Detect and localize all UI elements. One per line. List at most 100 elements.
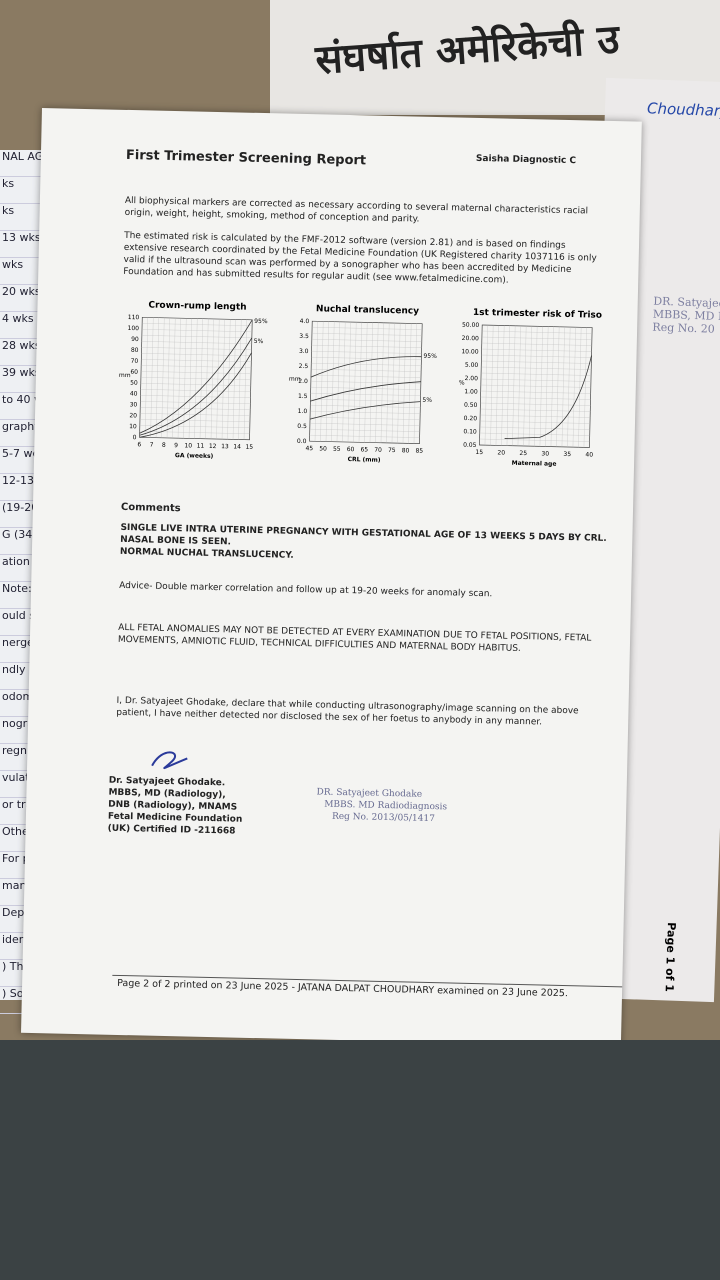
y-tick-label: 0.20 [464, 415, 478, 422]
y-tick-label: 20.00 [462, 335, 480, 342]
grid-line [140, 413, 251, 416]
background-cloth [0, 1040, 720, 1280]
grid-line [140, 401, 251, 404]
y-tick-label: 110 [128, 314, 140, 321]
grid-line [205, 318, 209, 439]
x-tick-label: 9 [174, 442, 178, 449]
x-tick-label: 55 [333, 446, 341, 453]
left-page-line: 39 wks [0, 366, 60, 393]
reference-curve [309, 401, 421, 420]
x-tick-label: 85 [415, 448, 423, 455]
x-tick-label: 70 [374, 447, 382, 454]
left-page-line: ks [0, 177, 60, 204]
grid-line [550, 326, 554, 447]
x-tick-label: 8 [162, 442, 166, 449]
y-tick-label: 100 [127, 325, 139, 332]
y-tick-label: 1.00 [464, 388, 478, 395]
y-tick-label: 70 [131, 358, 139, 365]
grid-line [539, 326, 543, 447]
x-tick-label: 45 [305, 445, 313, 452]
grid-line [408, 323, 412, 444]
percentile-label: 5% [254, 338, 264, 345]
y-tick-label: 40 [130, 390, 138, 397]
findings: SINGLE LIVE INTRA UTERINE PREGNANCY WITH… [120, 522, 611, 569]
chart-title: Crown-rump length [148, 300, 246, 312]
grid-line [561, 326, 565, 447]
chart-title: 1st trimester risk of Triso [473, 308, 602, 321]
reference-curve [310, 381, 421, 402]
y-tick-label: 3.5 [299, 333, 309, 340]
grid-line [140, 389, 251, 392]
percentile-label: 5% [422, 397, 432, 404]
grid-line [139, 419, 250, 422]
grid-line [221, 319, 225, 440]
y-tick-label: 1.0 [298, 408, 308, 415]
grid-line [310, 387, 421, 390]
grid-line [480, 414, 591, 418]
grid-line [227, 319, 231, 440]
y-tick-label: 0.10 [463, 428, 477, 435]
y-tick-label: 90 [131, 336, 139, 343]
x-axis-label: Maternal age [512, 460, 557, 468]
chart-title: Nuchal translucency [316, 304, 419, 316]
doctor-stamp: DR. Satyajee MBBS, MD Ra Reg No. 20 [652, 295, 720, 337]
grid-line [545, 326, 549, 447]
grid-line [583, 327, 587, 448]
reference-curve [504, 355, 592, 439]
signature-mark [151, 751, 188, 770]
reference-curve [310, 356, 422, 378]
y-tick-label: 30 [130, 401, 138, 408]
signature-block: Dr. Satyajeet Ghodake. MBBS, MD (Radiolog… [108, 775, 244, 838]
grid-line [480, 402, 591, 406]
y-tick-label: 4.0 [300, 318, 310, 325]
left-page-line: NAL AG [0, 150, 60, 177]
y-axis-label: % [459, 380, 465, 387]
x-tick-label: 11 [197, 443, 205, 450]
grid-line [480, 396, 591, 400]
doctor-line: Reg No. 20 [652, 320, 715, 336]
grid-line [479, 426, 590, 430]
x-axis-label: CRL (mm) [348, 456, 381, 464]
x-tick-label: 20 [497, 449, 505, 456]
declaration: I, Dr. Satyajeet Ghodake, declare that w… [116, 695, 579, 728]
grid-line [210, 318, 214, 439]
grid-line [310, 411, 421, 414]
grid-line [199, 318, 203, 439]
y-axis-label: mm [289, 376, 301, 383]
reference-curve [139, 337, 253, 436]
y-tick-label: 80 [131, 347, 139, 354]
intro-paragraph: All biophysical markers are corrected as… [124, 195, 589, 225]
y-tick-label: 20 [129, 412, 137, 419]
grid-line [232, 319, 236, 440]
y-tick-label: 1.5 [298, 393, 308, 400]
disclaimer: ALL FETAL ANOMALIES MAY NOT BE DETECTED … [117, 622, 592, 655]
y-tick-label: 2.5 [299, 363, 309, 370]
stamp: DR. Satyajeet Ghodake MBBS. MD Radiodiagn… [316, 786, 448, 825]
grid-line [391, 323, 395, 444]
page-number: Page 1 of 1 [662, 922, 678, 993]
mini-chart: Nuchal translucency 4.0 3.5 3.0 2.5 2.0 1.5 1.0… [289, 304, 437, 464]
y-tick-label: 0.0 [297, 438, 307, 445]
y-tick-label: 0.05 [463, 442, 477, 449]
percentile-label: 95% [423, 353, 437, 360]
grid-line [309, 435, 420, 438]
grid-line [567, 327, 571, 448]
grid-line [480, 420, 590, 424]
y-tick-label: 50 [130, 380, 138, 387]
advice: Advice- Double marker correlation and fo… [119, 580, 493, 600]
x-tick-label: 60 [347, 446, 355, 453]
grid-line [413, 323, 417, 444]
x-tick-label: 30 [541, 450, 549, 457]
left-page-line: ks [0, 204, 60, 231]
clinic-name: Saisha Diagnostic C [475, 153, 577, 167]
grid-line [578, 327, 582, 448]
comments-heading: Comments [120, 501, 181, 515]
y-tick-label: 0.50 [464, 402, 478, 409]
x-tick-label: 10 [184, 442, 192, 449]
x-tick-label: 15 [475, 449, 483, 456]
grid-line [479, 438, 590, 442]
x-tick-label: 14 [233, 443, 241, 450]
y-tick-label: 3.0 [299, 348, 309, 355]
